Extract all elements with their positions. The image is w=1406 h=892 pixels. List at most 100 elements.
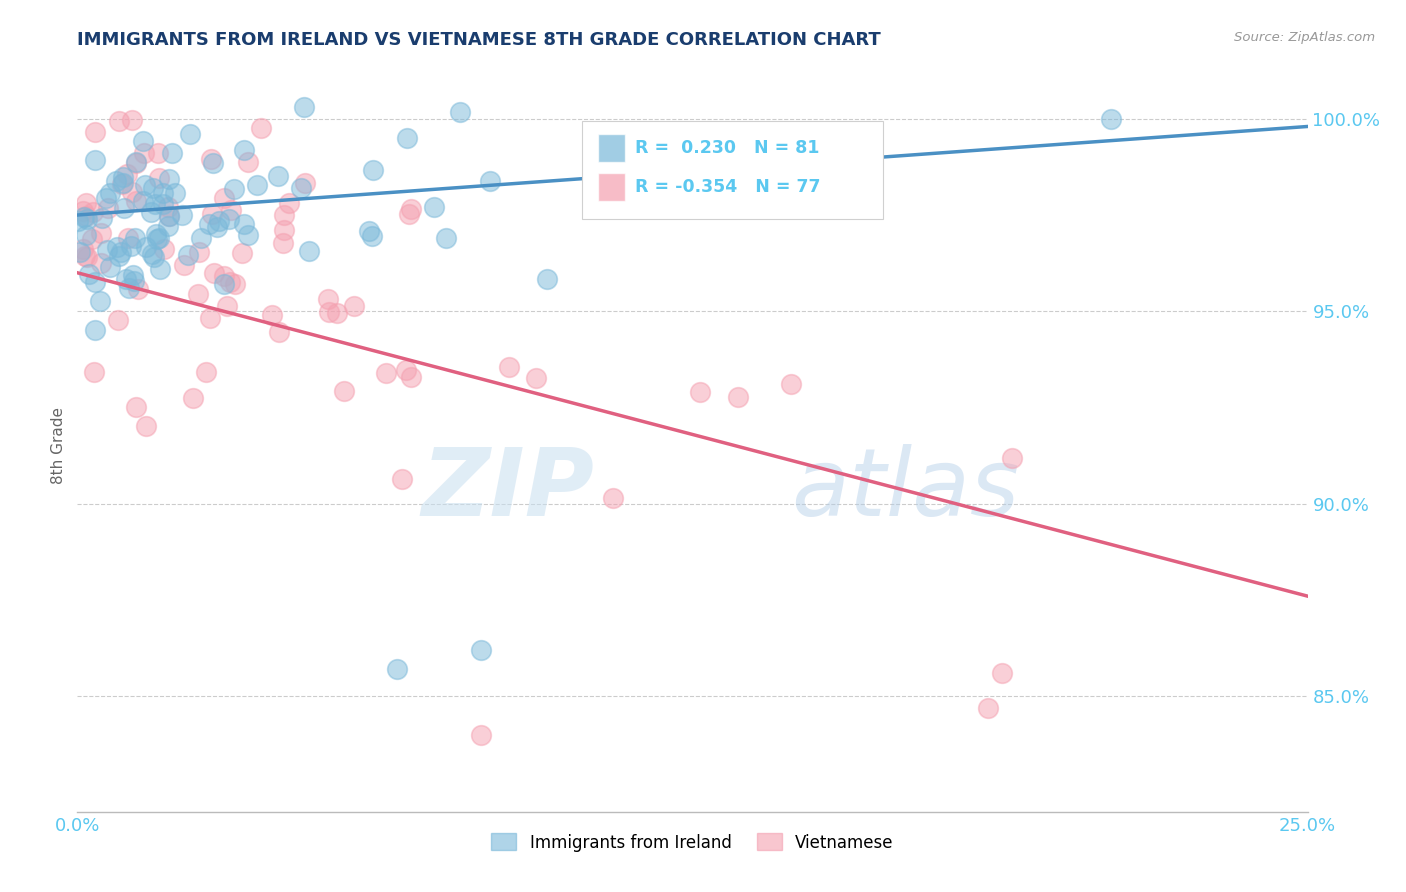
Point bbox=[122, 274, 145, 288]
Point bbox=[156, 200, 179, 214]
Point bbox=[75, 227, 97, 242]
FancyBboxPatch shape bbox=[582, 120, 883, 219]
Point bbox=[153, 242, 176, 256]
Point bbox=[121, 113, 143, 128]
Point bbox=[316, 292, 339, 306]
Point bbox=[208, 214, 231, 228]
Point bbox=[977, 700, 1000, 714]
Point bbox=[526, 371, 548, 385]
Point bbox=[198, 217, 221, 231]
Point bbox=[112, 202, 135, 216]
Point bbox=[134, 178, 156, 192]
Point bbox=[298, 244, 321, 259]
Point bbox=[470, 643, 492, 657]
Point bbox=[398, 206, 420, 220]
Point bbox=[271, 236, 294, 251]
Point bbox=[246, 178, 269, 193]
Point bbox=[1001, 450, 1024, 465]
Point bbox=[215, 299, 238, 313]
Point bbox=[250, 120, 273, 135]
Point bbox=[104, 174, 127, 188]
Point bbox=[361, 163, 384, 178]
Point bbox=[90, 211, 112, 226]
Point bbox=[212, 277, 235, 291]
Point bbox=[143, 197, 166, 211]
Point bbox=[77, 268, 100, 282]
Point bbox=[706, 200, 728, 214]
Point bbox=[105, 240, 128, 254]
Point bbox=[332, 384, 354, 398]
Point bbox=[202, 267, 225, 281]
Point bbox=[470, 728, 492, 742]
Point bbox=[135, 419, 157, 434]
Point bbox=[132, 194, 155, 208]
Point bbox=[96, 243, 118, 257]
Point bbox=[157, 209, 180, 223]
Point bbox=[290, 181, 312, 195]
Point bbox=[142, 181, 165, 195]
Point bbox=[75, 195, 97, 210]
Point bbox=[231, 245, 253, 260]
Point bbox=[141, 246, 163, 260]
Point bbox=[232, 217, 254, 231]
Point bbox=[132, 146, 155, 161]
Point bbox=[202, 156, 225, 170]
Point bbox=[689, 384, 711, 399]
Point bbox=[173, 258, 195, 272]
Point bbox=[83, 153, 105, 167]
Point bbox=[391, 472, 413, 486]
Point bbox=[205, 220, 228, 235]
Point bbox=[80, 232, 103, 246]
Point bbox=[212, 191, 235, 205]
Point bbox=[200, 311, 222, 326]
Point bbox=[385, 662, 409, 676]
Point bbox=[222, 182, 245, 196]
Point bbox=[395, 363, 418, 377]
Point bbox=[122, 268, 145, 282]
Point bbox=[318, 305, 340, 319]
Point bbox=[125, 194, 148, 208]
Text: ZIP: ZIP bbox=[422, 444, 595, 536]
Legend: Immigrants from Ireland, Vietnamese: Immigrants from Ireland, Vietnamese bbox=[485, 827, 900, 858]
Point bbox=[125, 400, 148, 414]
Point bbox=[97, 201, 120, 215]
Point bbox=[117, 167, 139, 181]
Point bbox=[83, 365, 105, 379]
Point bbox=[267, 325, 290, 339]
Point bbox=[357, 225, 380, 239]
Point bbox=[190, 230, 212, 244]
Point bbox=[292, 100, 315, 114]
Point bbox=[75, 249, 97, 263]
Point bbox=[90, 256, 112, 270]
Text: IMMIGRANTS FROM IRELAND VS VIETNAMESE 8TH GRADE CORRELATION CHART: IMMIGRANTS FROM IRELAND VS VIETNAMESE 8T… bbox=[77, 31, 882, 49]
Point bbox=[201, 207, 224, 221]
Y-axis label: 8th Grade: 8th Grade bbox=[51, 408, 66, 484]
Point bbox=[294, 176, 316, 190]
Point bbox=[602, 491, 624, 505]
Point bbox=[434, 231, 457, 245]
Point bbox=[94, 191, 117, 205]
Point bbox=[236, 155, 259, 169]
Point bbox=[66, 214, 89, 228]
Point bbox=[273, 208, 295, 222]
Point bbox=[399, 202, 422, 216]
Point bbox=[991, 666, 1014, 681]
Point bbox=[177, 248, 200, 262]
Point bbox=[84, 323, 107, 337]
Point bbox=[498, 359, 520, 374]
Point bbox=[82, 205, 104, 219]
Text: atlas: atlas bbox=[792, 444, 1019, 535]
Point bbox=[236, 228, 259, 243]
Point bbox=[149, 262, 172, 277]
Point bbox=[181, 392, 204, 406]
Point bbox=[325, 306, 347, 320]
Point bbox=[148, 171, 170, 186]
Point bbox=[478, 174, 501, 188]
FancyBboxPatch shape bbox=[598, 173, 624, 201]
Text: Source: ZipAtlas.com: Source: ZipAtlas.com bbox=[1234, 31, 1375, 45]
Point bbox=[165, 186, 187, 201]
Point bbox=[135, 240, 157, 254]
Point bbox=[146, 232, 169, 246]
Point bbox=[76, 250, 98, 264]
Point bbox=[141, 205, 163, 219]
